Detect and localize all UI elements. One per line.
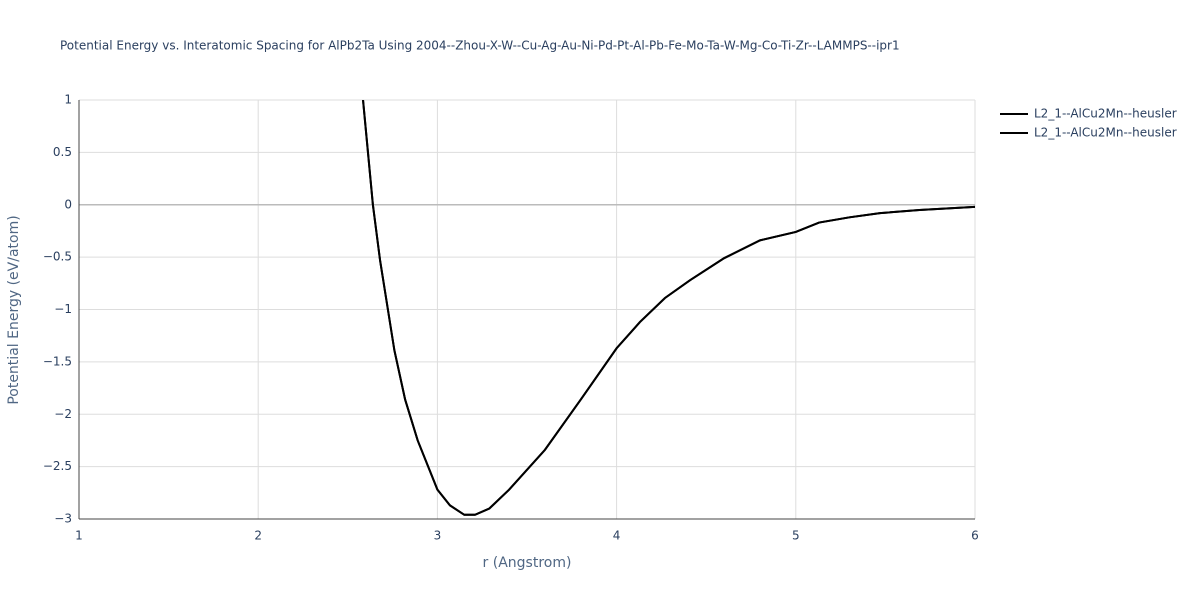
y-tick-label: −1 <box>54 302 72 316</box>
y-tick-label: 0 <box>64 197 72 211</box>
chart-title: Potential Energy vs. Interatomic Spacing… <box>60 39 900 53</box>
line-series <box>362 100 975 516</box>
legend-label: L2_1--AlCu2Mn--heusler <box>1034 107 1177 121</box>
y-tick-label: −3 <box>54 512 72 526</box>
x-tick-label: 2 <box>254 529 262 543</box>
plot-area <box>362 100 975 516</box>
y-tick-label: −0.5 <box>43 250 72 264</box>
x-tick-label: 1 <box>75 529 83 543</box>
x-tick-label: 5 <box>792 529 800 543</box>
grid <box>78 99 976 520</box>
x-tick-label: 4 <box>613 529 621 543</box>
x-tick-label: 6 <box>971 529 979 543</box>
y-axis-title: Potential Energy (eV/atom) <box>6 215 22 404</box>
y-tick-label: −2 <box>54 407 72 421</box>
y-tick-label: −1.5 <box>43 354 72 368</box>
legend-label: L2_1--AlCu2Mn--heusler <box>1034 126 1177 140</box>
x-axis-title: r (Angstrom) <box>483 555 572 571</box>
y-tick-label: 1 <box>64 93 72 107</box>
line-series <box>362 100 975 516</box>
x-tick-label: 3 <box>434 529 442 543</box>
y-tick-label: −2.5 <box>43 459 72 473</box>
y-tick-label: 0.5 <box>53 145 72 159</box>
